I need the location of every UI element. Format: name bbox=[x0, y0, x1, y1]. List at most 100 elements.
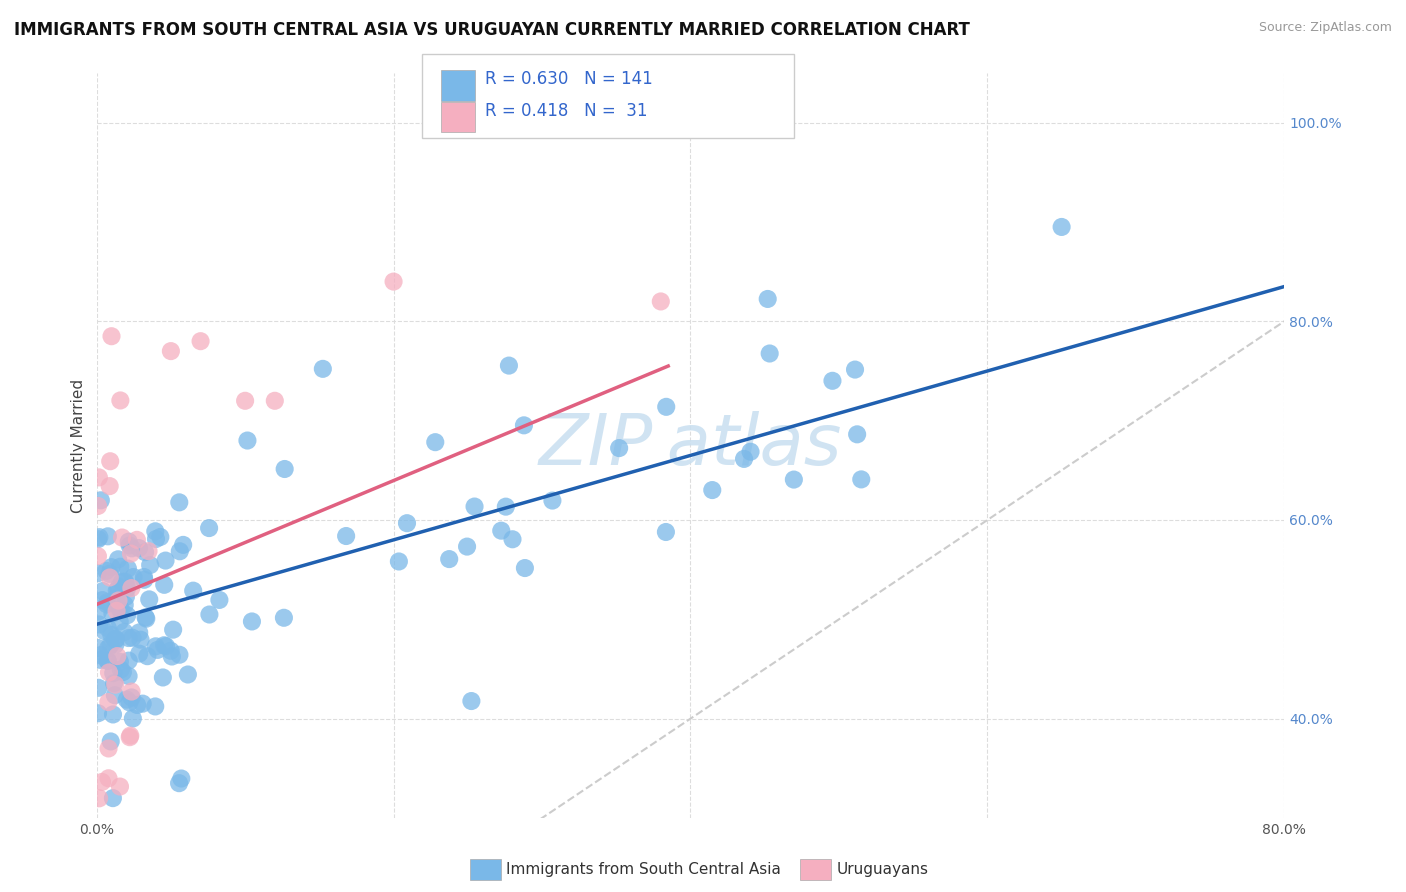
Point bbox=[107, 580, 129, 594]
Point bbox=[143, 524, 166, 539]
Point bbox=[273, 462, 295, 476]
Point bbox=[87, 566, 110, 581]
Point bbox=[115, 590, 138, 604]
Point bbox=[107, 582, 129, 597]
Point bbox=[87, 470, 110, 484]
Point bbox=[91, 584, 114, 599]
Point bbox=[121, 690, 143, 705]
Point bbox=[233, 393, 256, 408]
Point bbox=[115, 608, 138, 623]
Point bbox=[87, 640, 110, 655]
Point bbox=[388, 554, 411, 568]
Point bbox=[169, 544, 191, 558]
Point bbox=[502, 533, 524, 547]
Point bbox=[114, 574, 136, 589]
Point bbox=[114, 598, 136, 612]
Point bbox=[160, 344, 183, 359]
Point bbox=[87, 681, 110, 695]
Point bbox=[104, 678, 127, 692]
Point bbox=[112, 624, 135, 639]
Point bbox=[96, 597, 118, 611]
Point bbox=[131, 697, 153, 711]
Point bbox=[181, 583, 204, 598]
Point bbox=[117, 669, 139, 683]
Point bbox=[110, 603, 132, 617]
Point bbox=[177, 667, 200, 681]
Point bbox=[236, 434, 259, 448]
Point bbox=[335, 529, 357, 543]
Text: Immigrants from South Central Asia: Immigrants from South Central Asia bbox=[506, 863, 782, 877]
Point bbox=[98, 566, 121, 581]
Point bbox=[110, 559, 132, 574]
Point bbox=[87, 605, 110, 619]
Point bbox=[117, 561, 139, 575]
Point bbox=[464, 500, 486, 514]
Point bbox=[87, 706, 110, 721]
Point bbox=[98, 665, 121, 680]
Point bbox=[110, 663, 132, 677]
Point bbox=[97, 741, 120, 756]
Point bbox=[167, 776, 190, 790]
Y-axis label: Currently Married: Currently Married bbox=[72, 378, 86, 513]
Point bbox=[395, 516, 418, 531]
Point bbox=[138, 592, 160, 607]
Point bbox=[155, 553, 177, 567]
Point bbox=[146, 643, 169, 657]
Point bbox=[129, 632, 152, 647]
Point bbox=[460, 694, 482, 708]
Point bbox=[425, 435, 447, 450]
Text: R = 0.630   N = 141: R = 0.630 N = 141 bbox=[485, 70, 652, 87]
Point bbox=[437, 552, 460, 566]
Point bbox=[108, 602, 131, 616]
Point bbox=[91, 775, 114, 789]
Point bbox=[98, 570, 121, 584]
Point bbox=[208, 593, 231, 607]
Point bbox=[382, 275, 405, 289]
Point bbox=[498, 359, 520, 373]
Point bbox=[491, 524, 513, 538]
Point bbox=[97, 695, 120, 709]
Point bbox=[101, 707, 124, 722]
Point bbox=[145, 640, 167, 654]
Point bbox=[100, 560, 122, 574]
Point bbox=[125, 533, 148, 547]
Point bbox=[273, 611, 295, 625]
Point bbox=[90, 493, 112, 508]
Point bbox=[118, 538, 141, 552]
Point bbox=[172, 538, 194, 552]
Point bbox=[114, 577, 136, 591]
Point bbox=[118, 654, 141, 668]
Point bbox=[655, 524, 678, 539]
Point bbox=[169, 495, 191, 509]
Point bbox=[96, 564, 118, 578]
Point bbox=[145, 532, 167, 546]
Point bbox=[104, 632, 127, 647]
Point bbox=[101, 791, 124, 805]
Point bbox=[118, 730, 141, 744]
Point bbox=[149, 530, 172, 544]
Point bbox=[89, 530, 111, 544]
Point bbox=[107, 593, 129, 607]
Point bbox=[650, 294, 672, 309]
Point bbox=[104, 632, 127, 646]
Point bbox=[541, 493, 564, 508]
Point bbox=[128, 647, 150, 661]
Point bbox=[104, 688, 127, 702]
Point bbox=[105, 604, 128, 618]
Point bbox=[134, 545, 156, 559]
Point bbox=[138, 544, 160, 558]
Point bbox=[758, 346, 780, 360]
Point bbox=[139, 558, 162, 572]
Point bbox=[263, 393, 285, 408]
Point bbox=[844, 362, 866, 376]
Point bbox=[89, 648, 111, 663]
Point bbox=[104, 591, 127, 606]
Point bbox=[87, 532, 110, 546]
Point bbox=[100, 638, 122, 652]
Point bbox=[108, 615, 131, 629]
Point bbox=[740, 444, 762, 458]
Text: IMMIGRANTS FROM SOUTH CENTRAL ASIA VS URUGUAYAN CURRENTLY MARRIED CORRELATION CH: IMMIGRANTS FROM SOUTH CENTRAL ASIA VS UR… bbox=[14, 21, 970, 38]
Point bbox=[97, 654, 120, 668]
Point bbox=[89, 791, 111, 805]
Point bbox=[159, 644, 181, 658]
